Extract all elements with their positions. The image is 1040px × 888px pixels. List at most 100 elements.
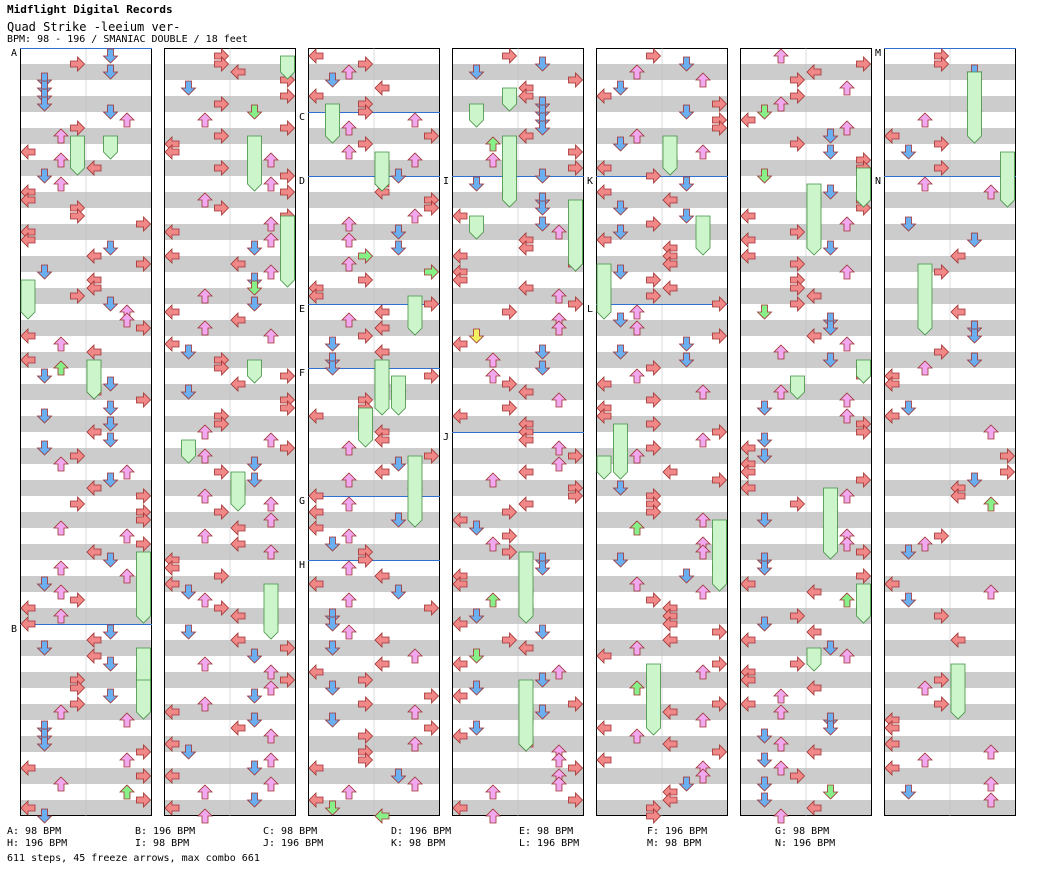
- step-arrow: [790, 280, 806, 296]
- step-arrow: [678, 568, 695, 584]
- step-arrow: [839, 336, 855, 352]
- step-arrow: [136, 768, 152, 784]
- step-arrow: [678, 336, 695, 352]
- step-arrow: [308, 792, 324, 808]
- step-arrow: [740, 576, 756, 592]
- section-marker-label: G: [299, 496, 305, 507]
- step-arrow: [551, 664, 567, 680]
- step-arrow: [246, 760, 263, 776]
- step-arrow: [53, 128, 69, 144]
- freeze-arrow: [596, 263, 612, 320]
- step-arrow: [263, 264, 279, 280]
- step-arrow: [374, 464, 390, 480]
- step-arrow: [20, 760, 36, 776]
- step-arrow: [934, 608, 950, 624]
- step-arrow: [712, 96, 728, 112]
- step-arrow: [534, 552, 551, 568]
- step-arrow: [712, 624, 728, 640]
- step-arrow: [806, 744, 822, 760]
- step-arrow: [197, 784, 213, 800]
- freeze-arrow: [950, 663, 966, 720]
- chart-panel: [452, 48, 584, 816]
- step-arrow: [468, 720, 485, 736]
- step-arrow: [678, 776, 695, 792]
- step-arrow: [884, 128, 900, 144]
- step-arrow: [518, 640, 534, 656]
- step-arrow: [164, 248, 180, 264]
- step-arrow: [20, 600, 36, 616]
- step-arrow: [568, 696, 584, 712]
- step-arrow: [756, 448, 773, 464]
- step-arrow: [596, 232, 612, 248]
- step-arrow: [468, 648, 485, 664]
- step-arrow: [214, 160, 230, 176]
- step-arrow: [164, 704, 180, 720]
- step-arrow: [424, 264, 440, 280]
- step-arrow: [662, 632, 678, 648]
- step-arrow: [756, 792, 773, 808]
- step-arrow: [884, 760, 900, 776]
- step-arrow: [646, 392, 662, 408]
- step-arrow: [36, 88, 53, 104]
- step-arrow: [839, 264, 855, 280]
- step-arrow: [308, 520, 324, 536]
- section-marker-label: I: [443, 176, 449, 187]
- section-marker-label: B: [11, 624, 17, 635]
- step-arrow: [341, 528, 357, 544]
- step-arrow: [518, 280, 534, 296]
- step-arrow: [502, 504, 518, 520]
- step-arrow: [246, 688, 263, 704]
- step-arrow: [534, 704, 551, 720]
- step-arrow: [934, 56, 950, 72]
- step-arrow: [308, 88, 324, 104]
- step-arrow: [358, 328, 374, 344]
- step-arrow: [740, 208, 756, 224]
- step-arrow: [856, 424, 872, 440]
- step-arrow: [884, 720, 900, 736]
- step-arrow: [36, 368, 53, 384]
- step-arrow: [53, 336, 69, 352]
- step-arrow: [164, 800, 180, 816]
- step-arrow: [246, 712, 263, 728]
- step-arrow: [806, 288, 822, 304]
- step-arrow: [502, 48, 518, 64]
- step-arrow: [839, 80, 855, 96]
- step-arrow: [612, 552, 629, 568]
- step-arrow: [839, 216, 855, 232]
- step-arrow: [534, 624, 551, 640]
- section-marker-label: L: [587, 304, 593, 315]
- step-arrow: [374, 304, 390, 320]
- step-arrow: [596, 408, 612, 424]
- step-arrow: [712, 656, 728, 672]
- step-arrow: [341, 624, 357, 640]
- step-arrow: [36, 728, 53, 744]
- bpm-legend-entry: C: 98 BPM: [263, 826, 318, 837]
- step-arrow: [983, 776, 999, 792]
- step-arrow: [324, 712, 341, 728]
- step-arrow: [839, 648, 855, 664]
- step-arrow: [102, 416, 119, 432]
- section-marker-label: J: [443, 432, 449, 443]
- step-arrow: [822, 184, 839, 200]
- step-arrow: [341, 440, 357, 456]
- step-arrow: [374, 80, 390, 96]
- step-arrow: [773, 808, 789, 824]
- section-marker-label: H: [299, 560, 305, 571]
- step-arrow: [790, 72, 806, 88]
- step-arrow: [646, 808, 662, 824]
- freeze-arrow: [280, 55, 295, 80]
- step-arrow: [390, 512, 407, 528]
- step-arrow: [596, 752, 612, 768]
- step-arrow: [695, 768, 711, 784]
- step-arrow: [407, 776, 423, 792]
- freeze-arrow: [136, 679, 151, 720]
- step-arrow: [164, 576, 180, 592]
- step-arrow: [374, 632, 390, 648]
- freeze-arrow: [502, 135, 517, 208]
- step-arrow: [86, 248, 102, 264]
- step-arrow: [884, 576, 900, 592]
- step-arrow: [839, 408, 855, 424]
- step-arrow: [485, 592, 501, 608]
- step-arrow: [612, 136, 629, 152]
- step-arrow: [502, 544, 518, 560]
